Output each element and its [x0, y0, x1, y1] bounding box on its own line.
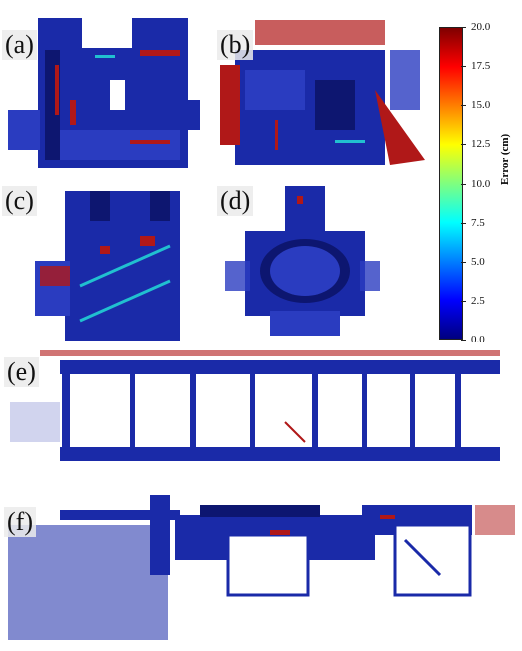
panel-label: (e) [4, 357, 39, 387]
panel-f: (f) [0, 485, 516, 645]
panel-e-map [10, 350, 500, 461]
colorbar-tick-label: 2.5 [471, 294, 485, 307]
colorbar-tick-mark [461, 340, 466, 341]
colorbar-tick-label: 10.0 [471, 177, 491, 190]
panel-label: (b) [217, 30, 254, 60]
colorbar-tick-mark [461, 183, 466, 185]
panel-e: (e) [0, 342, 516, 482]
colorbar-tick-label: 12.5 [471, 138, 491, 151]
colorbar-tick-mark [461, 144, 466, 146]
panel-b: (b) [215, 10, 430, 173]
panel-a: (a) [0, 10, 215, 173]
colorbar-tick-label: 17.5 [471, 60, 491, 73]
panel-c-map [35, 191, 180, 341]
colorbar-tick-mark [461, 66, 466, 68]
colorbar-tick-mark [461, 300, 466, 302]
colorbar-tick-label: 7.5 [471, 216, 485, 229]
colorbar-tick-label: 20.0 [471, 21, 491, 33]
colorbar-tick-mark [461, 261, 466, 263]
colorbar-title: Error (cm) [499, 133, 511, 185]
panel-a-map [8, 18, 200, 168]
colorbar-tick-label: 0.0 [471, 334, 485, 346]
colorbar-gradient [439, 27, 463, 340]
colorbar-tick-label: 15.0 [471, 99, 491, 112]
colorbar-tick-mark [461, 105, 466, 107]
panel-c: (c) [0, 176, 215, 341]
colorbar-tick-mark [461, 222, 466, 224]
panel-b-map [220, 20, 425, 165]
panel-d: (d) [215, 176, 430, 341]
colorbar-tick-label: 5.0 [471, 255, 485, 268]
colorbar-tick-mark [461, 27, 466, 28]
colorbar: 20.0 17.5 15.0 12.5 10.0 7.5 5.0 2.5 0.0 Error (… [437, 22, 517, 346]
panel-label: (c) [2, 186, 37, 216]
panel-label: (d) [217, 186, 254, 216]
panel-label: (f) [4, 507, 36, 537]
panel-d-map [225, 186, 380, 336]
panel-f-map [8, 495, 515, 640]
panel-label: (a) [2, 30, 37, 60]
